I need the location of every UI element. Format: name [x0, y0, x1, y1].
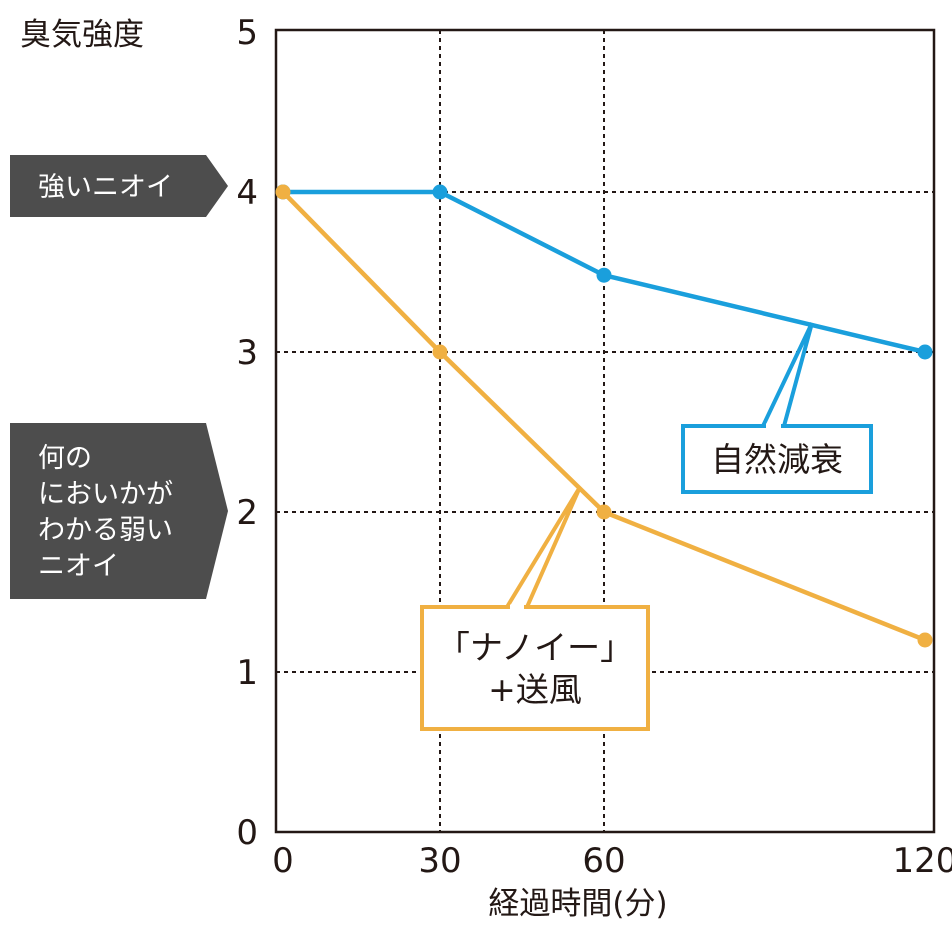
callout-box	[681, 424, 873, 494]
callout-nanoe-airflow: 「ナノイー」+送風	[420, 485, 650, 731]
x-tick-label: 120	[893, 841, 952, 881]
x-tick-label: 30	[418, 841, 461, 881]
y-tick-label: 2	[236, 493, 258, 533]
series-line	[283, 189, 926, 355]
y-axis-title: 臭気強度	[20, 17, 144, 53]
tag-shape	[10, 423, 228, 599]
tag-shape	[10, 155, 228, 217]
data-point	[275, 184, 291, 200]
series-natural-decay	[275, 184, 933, 360]
y-tick-label: 3	[236, 333, 258, 373]
data-point	[917, 632, 933, 648]
callout-label: +送風	[488, 670, 582, 709]
tag-label: わかる弱い	[38, 515, 173, 546]
plot-frame	[274, 28, 936, 834]
callout-label: 「ナノイー」	[437, 628, 633, 667]
data-point	[432, 184, 448, 200]
callouts: 自然減衰「ナノイー」+送風	[420, 322, 873, 731]
axis-ticks: 0 1 2 3 4 5 0 30 60 120	[236, 13, 952, 881]
data-point	[917, 344, 933, 360]
x-tick-label: 60	[582, 841, 625, 881]
y-tick-label: 1	[236, 653, 258, 693]
data-point	[596, 267, 612, 283]
x-axis-title: 経過時間(分)	[488, 886, 667, 922]
y-tick-label: 5	[236, 13, 258, 53]
data-point	[596, 504, 612, 520]
series-nanoe-airflow	[275, 184, 933, 648]
series-line	[281, 190, 926, 643]
y-tick-label: 0	[236, 813, 258, 853]
data-point	[432, 344, 448, 360]
tag-label: 何の	[38, 443, 92, 474]
tag-label: ニオイ	[38, 551, 119, 582]
tag-label: 強いニオイ	[38, 172, 173, 203]
callout-pointer	[759, 322, 814, 428]
callout-label: 自然減衰	[711, 440, 843, 479]
tag-strong-odor: 強いニオイ	[10, 155, 228, 217]
y-tick-label: 4	[236, 173, 258, 213]
data-series	[275, 184, 933, 648]
tag-label: においかが	[38, 479, 173, 510]
callout-natural-decay: 自然減衰	[681, 322, 873, 494]
callout-box	[420, 605, 650, 731]
x-tick-label: 0	[272, 841, 294, 881]
callout-pointer	[503, 485, 582, 609]
